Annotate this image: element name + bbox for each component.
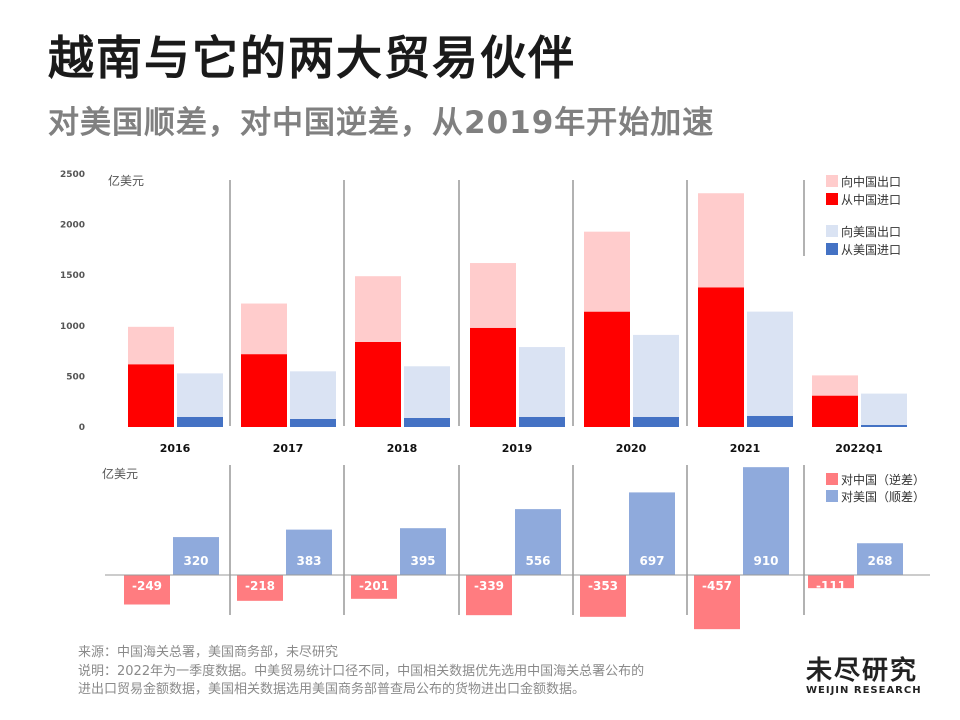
bar-china-segment [812, 375, 858, 396]
data-label: -339 [474, 579, 504, 593]
bar-usa-segment [290, 418, 336, 427]
bar-china-segment [241, 303, 287, 355]
balance-bar-china [808, 575, 854, 589]
bar-china-segment [698, 193, 744, 288]
data-label: 910 [753, 554, 778, 568]
y-axis-unit: 亿美元 [102, 466, 138, 481]
balance-bar-china [694, 575, 740, 630]
balance-bar-usa [400, 528, 446, 575]
data-label: 320 [183, 554, 208, 568]
legend-label: 从中国进口 [841, 192, 901, 207]
legend-label: 对美国（顺差） [841, 490, 925, 504]
y-tick-label: 2000 [60, 221, 85, 231]
balance-bar-china [351, 575, 397, 599]
data-label: 383 [296, 554, 321, 568]
bar-usa-segment [519, 416, 565, 427]
bar-usa-segment [404, 366, 450, 418]
legend-swatch [826, 473, 838, 485]
data-label: 395 [410, 554, 435, 568]
data-label: 268 [867, 554, 892, 568]
logo-cn: 未尽研究 [806, 656, 919, 686]
x-tick-label: 2021 [730, 442, 761, 455]
balance-bar-china [124, 575, 170, 605]
bar-china-segment [128, 364, 174, 427]
balance-bar-china [466, 575, 512, 616]
balance-bar-china [237, 575, 283, 601]
legend-swatch [826, 490, 838, 502]
bar-china-segment [355, 276, 401, 342]
balance-bar-usa [857, 543, 903, 575]
bar-china-segment [355, 341, 401, 427]
y-tick-label: 0 [79, 423, 85, 433]
bar-china-segment [470, 263, 516, 328]
data-label: 697 [639, 554, 664, 568]
x-tick-label: 2022Q1 [835, 442, 883, 455]
bar-china-segment [812, 395, 858, 427]
legend-swatch [826, 243, 838, 255]
bar-usa-segment [861, 393, 907, 425]
data-label: -353 [588, 579, 618, 593]
logo-en: WEIJIN RESEARCH [806, 685, 922, 696]
y-tick-label: 1500 [60, 271, 85, 281]
data-label: 556 [525, 554, 550, 568]
bar-usa-segment [633, 416, 679, 427]
legend-swatch [826, 225, 838, 237]
bar-usa-segment [861, 424, 907, 427]
bar-usa-segment [633, 334, 679, 417]
balance-bar-usa [173, 537, 219, 575]
bar-usa-segment [177, 416, 223, 427]
page-subtitle: 对美国顺差，对中国逆差，从2019年开始加速 [48, 105, 715, 141]
data-label: -201 [359, 579, 389, 593]
bar-china-segment [128, 326, 174, 365]
data-label: -457 [702, 579, 732, 593]
explanation-line-2: 进出口贸易金额数据，美国相关数据选用美国商务部普查局公布的货物进出口金额数据。 [78, 682, 586, 697]
y-tick-label: 1000 [60, 322, 85, 332]
y-tick-label: 500 [66, 372, 85, 382]
bar-usa-segment [747, 415, 793, 427]
balance-bar-usa [743, 467, 789, 575]
legend-swatch [826, 193, 838, 205]
x-tick-label: 2018 [387, 442, 418, 455]
x-tick-label: 2020 [616, 442, 647, 455]
legend-swatch [826, 175, 838, 187]
data-label: -111 [816, 579, 846, 593]
y-axis-unit: 亿美元 [108, 173, 144, 188]
bar-china-segment [698, 287, 744, 427]
bar-china-segment [584, 311, 630, 427]
bar-usa-segment [290, 371, 336, 419]
legend-label: 向中国出口 [841, 174, 901, 189]
explanation-line-1: 说明：2022年为一季度数据。中美贸易统计口径不同，中国相关数据优先选用中国海关… [78, 664, 645, 679]
data-label: -218 [245, 579, 275, 593]
page-title: 越南与它的两大贸易伙伴 [48, 31, 576, 85]
bar-usa-segment [519, 347, 565, 417]
x-tick-label: 2016 [160, 442, 191, 455]
x-tick-label: 2017 [273, 442, 304, 455]
balance-bar-usa [629, 492, 675, 575]
bar-china-segment [241, 354, 287, 427]
x-tick-label: 2019 [502, 442, 533, 455]
legend-label: 从美国进口 [841, 243, 901, 257]
bar-china-segment [470, 327, 516, 427]
logo: 未尽研究 WEIJIN RESEARCH [806, 650, 926, 696]
source-note: 来源：中国海关总署，美国商务部，未尽研究 [78, 645, 339, 660]
legend-label: 向美国出口 [841, 224, 901, 239]
bar-china-segment [584, 231, 630, 312]
balance-bar-usa [286, 529, 332, 575]
bar-usa-segment [177, 373, 223, 417]
chart-area: 0 500 1000 1500 2000 2500 亿美元 2016 2017 2018 2019 2… [60, 170, 930, 630]
bar-usa-segment [404, 417, 450, 427]
legend-label: 对中国（逆差） [841, 472, 925, 487]
bar-usa-segment [747, 311, 793, 416]
balance-bar-usa [515, 509, 561, 575]
balance-bar-china [580, 575, 626, 617]
y-tick-label: 2500 [60, 170, 85, 180]
data-label: -249 [132, 579, 162, 593]
